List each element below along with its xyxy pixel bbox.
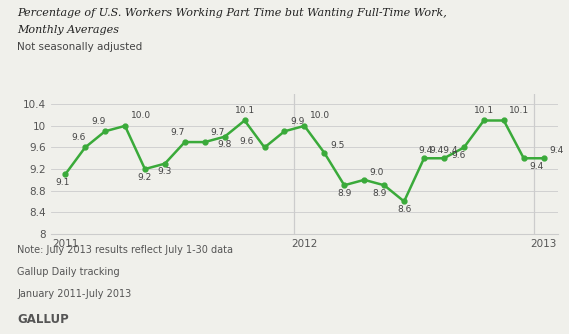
Text: Not seasonally adjusted: Not seasonally adjusted bbox=[17, 42, 142, 52]
Text: January 2011-July 2013: January 2011-July 2013 bbox=[17, 289, 131, 299]
Text: 9.9: 9.9 bbox=[91, 117, 105, 126]
Text: 9.6: 9.6 bbox=[239, 137, 253, 146]
Text: 9.4: 9.4 bbox=[529, 162, 543, 171]
Text: Monthly Averages: Monthly Averages bbox=[17, 25, 119, 35]
Text: 9.1: 9.1 bbox=[55, 178, 69, 187]
Text: 8.9: 8.9 bbox=[373, 189, 387, 198]
Text: 10.0: 10.0 bbox=[310, 111, 330, 120]
Text: 8.6: 8.6 bbox=[397, 205, 411, 214]
Text: 9.0: 9.0 bbox=[370, 168, 384, 177]
Text: Gallup Daily tracking: Gallup Daily tracking bbox=[17, 267, 119, 277]
Text: 10.1: 10.1 bbox=[234, 106, 255, 115]
Text: 10.0: 10.0 bbox=[130, 111, 151, 120]
Text: 9.7: 9.7 bbox=[171, 128, 185, 137]
Text: Percentage of U.S. Workers Working Part Time but Wanting Full-Time Work,: Percentage of U.S. Workers Working Part … bbox=[17, 8, 447, 18]
Text: 8.9: 8.9 bbox=[337, 189, 352, 198]
Text: 9.5: 9.5 bbox=[330, 141, 344, 150]
Text: 9.49.4: 9.49.4 bbox=[430, 147, 458, 156]
Text: 9.3: 9.3 bbox=[158, 167, 172, 176]
Text: 9.4: 9.4 bbox=[549, 147, 563, 156]
Text: Note: July 2013 results reflect July 1-30 data: Note: July 2013 results reflect July 1-3… bbox=[17, 245, 233, 256]
Text: 10.1: 10.1 bbox=[509, 106, 530, 115]
Text: 9.6: 9.6 bbox=[451, 151, 465, 160]
Text: 9.6: 9.6 bbox=[71, 133, 85, 142]
Text: 10.1: 10.1 bbox=[474, 106, 494, 115]
Text: 9.2: 9.2 bbox=[138, 173, 152, 182]
Text: 9.8: 9.8 bbox=[217, 140, 232, 149]
Text: 9.7: 9.7 bbox=[211, 128, 225, 137]
Text: 9.4: 9.4 bbox=[419, 147, 433, 156]
Text: 9.9: 9.9 bbox=[290, 117, 304, 126]
Text: GALLUP: GALLUP bbox=[17, 313, 69, 326]
